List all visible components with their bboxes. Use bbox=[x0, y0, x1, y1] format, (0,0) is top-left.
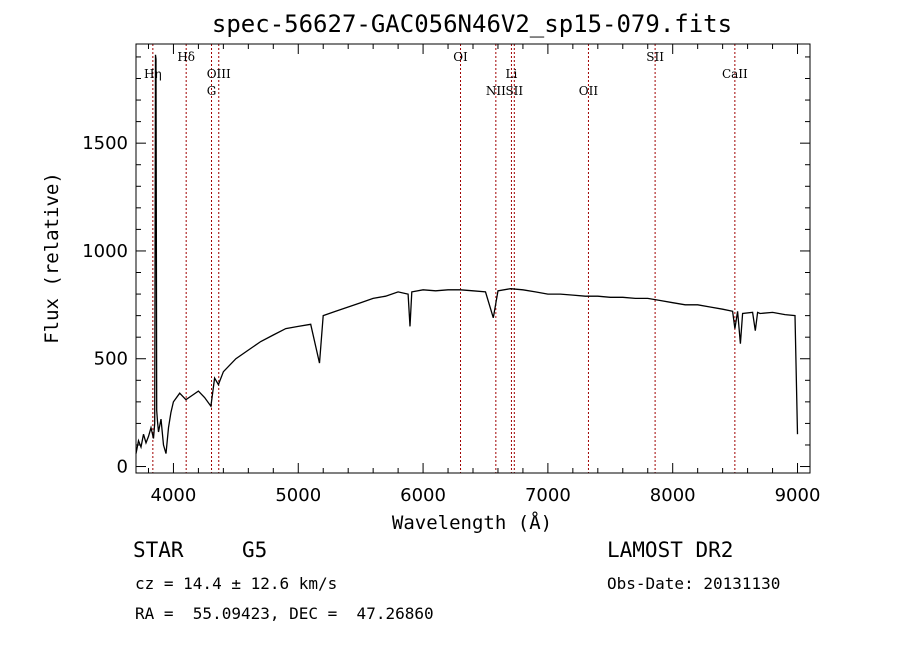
line-label-6: Li bbox=[506, 67, 518, 81]
emission-line-markers bbox=[152, 44, 736, 473]
x-tick-label-5: 9000 bbox=[775, 485, 821, 506]
line-label-5: NII bbox=[486, 84, 506, 98]
spectrum-series bbox=[135, 54, 799, 454]
x-tick-label-2: 6000 bbox=[400, 485, 446, 506]
line-label-1: Hδ bbox=[177, 50, 195, 64]
redshift-value: cz = 14.4 ± 12.6 km/s bbox=[135, 574, 338, 593]
y-axis-label: Flux (relative) bbox=[41, 172, 63, 344]
observation-date: Obs-Date: 20131130 bbox=[607, 574, 781, 593]
line-label-7: SII bbox=[505, 84, 523, 98]
spectral-subclass: G5 bbox=[242, 538, 268, 562]
line-label-9: SII bbox=[646, 50, 664, 64]
x-tick-label-3: 7000 bbox=[525, 485, 571, 506]
x-tick-label-1: 5000 bbox=[275, 485, 321, 506]
x-tick-label-4: 8000 bbox=[650, 485, 696, 506]
plot-frame bbox=[135, 43, 811, 474]
axis-ticks: 4000 5000 6000 7000 8000 9000 0 500 1000 1500 bbox=[82, 44, 820, 506]
y-tick-label-3: 1500 bbox=[82, 133, 128, 154]
survey-name: LAMOST DR2 bbox=[607, 538, 734, 562]
line-label-10: CaII bbox=[722, 67, 748, 81]
line-label-0: Hη bbox=[144, 67, 162, 81]
sky-coordinates: RA = 55.09423, DEC = 47.26860 bbox=[135, 604, 434, 623]
object-class: STAR bbox=[133, 538, 184, 562]
y-tick-label-0: 0 bbox=[117, 457, 128, 478]
line-label-4: OI bbox=[453, 50, 468, 64]
chart-title: spec-56627-GAC056N46V2_sp15-079.fits bbox=[212, 10, 732, 38]
x-tick-label-0: 4000 bbox=[151, 485, 197, 506]
line-label-2: OIII bbox=[207, 67, 231, 81]
y-tick-label-2: 1000 bbox=[82, 241, 128, 262]
line-label-8: OII bbox=[579, 84, 599, 98]
x-axis-label: Wavelength (Å) bbox=[392, 511, 552, 534]
line-label-3: G bbox=[207, 84, 217, 98]
y-tick-label-1: 500 bbox=[94, 349, 128, 370]
